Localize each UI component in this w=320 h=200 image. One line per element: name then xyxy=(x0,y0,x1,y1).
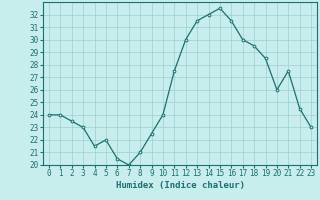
X-axis label: Humidex (Indice chaleur): Humidex (Indice chaleur) xyxy=(116,181,244,190)
